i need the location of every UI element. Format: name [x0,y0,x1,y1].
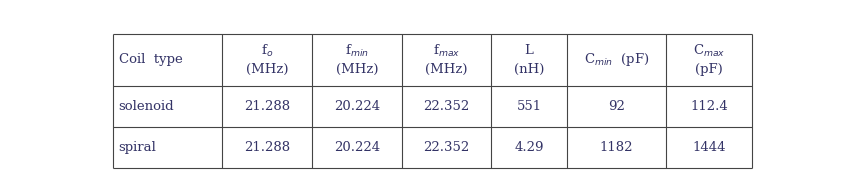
Text: 1182: 1182 [599,141,633,154]
Text: 20.224: 20.224 [333,100,380,113]
Text: 22.352: 22.352 [424,141,470,154]
Text: 112.4: 112.4 [690,100,728,113]
Text: solenoid: solenoid [118,100,174,113]
Text: 4.29: 4.29 [514,141,544,154]
Text: 1444: 1444 [692,141,726,154]
Text: 551: 551 [517,100,542,113]
Text: spiral: spiral [118,141,156,154]
Text: 92: 92 [608,100,625,113]
Text: Coil  type: Coil type [118,54,182,66]
Text: (MHz): (MHz) [425,63,468,76]
Text: L: L [525,44,533,57]
Text: (MHz): (MHz) [246,63,289,76]
Text: f$_o$: f$_o$ [261,43,273,59]
Text: f$_{min}$: f$_{min}$ [345,43,369,59]
Text: C$_{min}$  (pF): C$_{min}$ (pF) [583,51,649,68]
Text: 21.288: 21.288 [244,100,290,113]
Text: f$_{max}$: f$_{max}$ [433,43,460,59]
Text: (nH): (nH) [514,63,544,76]
Text: C$_{max}$: C$_{max}$ [693,43,725,59]
Text: (pF): (pF) [695,63,722,76]
Text: 22.352: 22.352 [424,100,470,113]
Text: 21.288: 21.288 [244,141,290,154]
Text: (MHz): (MHz) [336,63,378,76]
Text: 20.224: 20.224 [333,141,380,154]
